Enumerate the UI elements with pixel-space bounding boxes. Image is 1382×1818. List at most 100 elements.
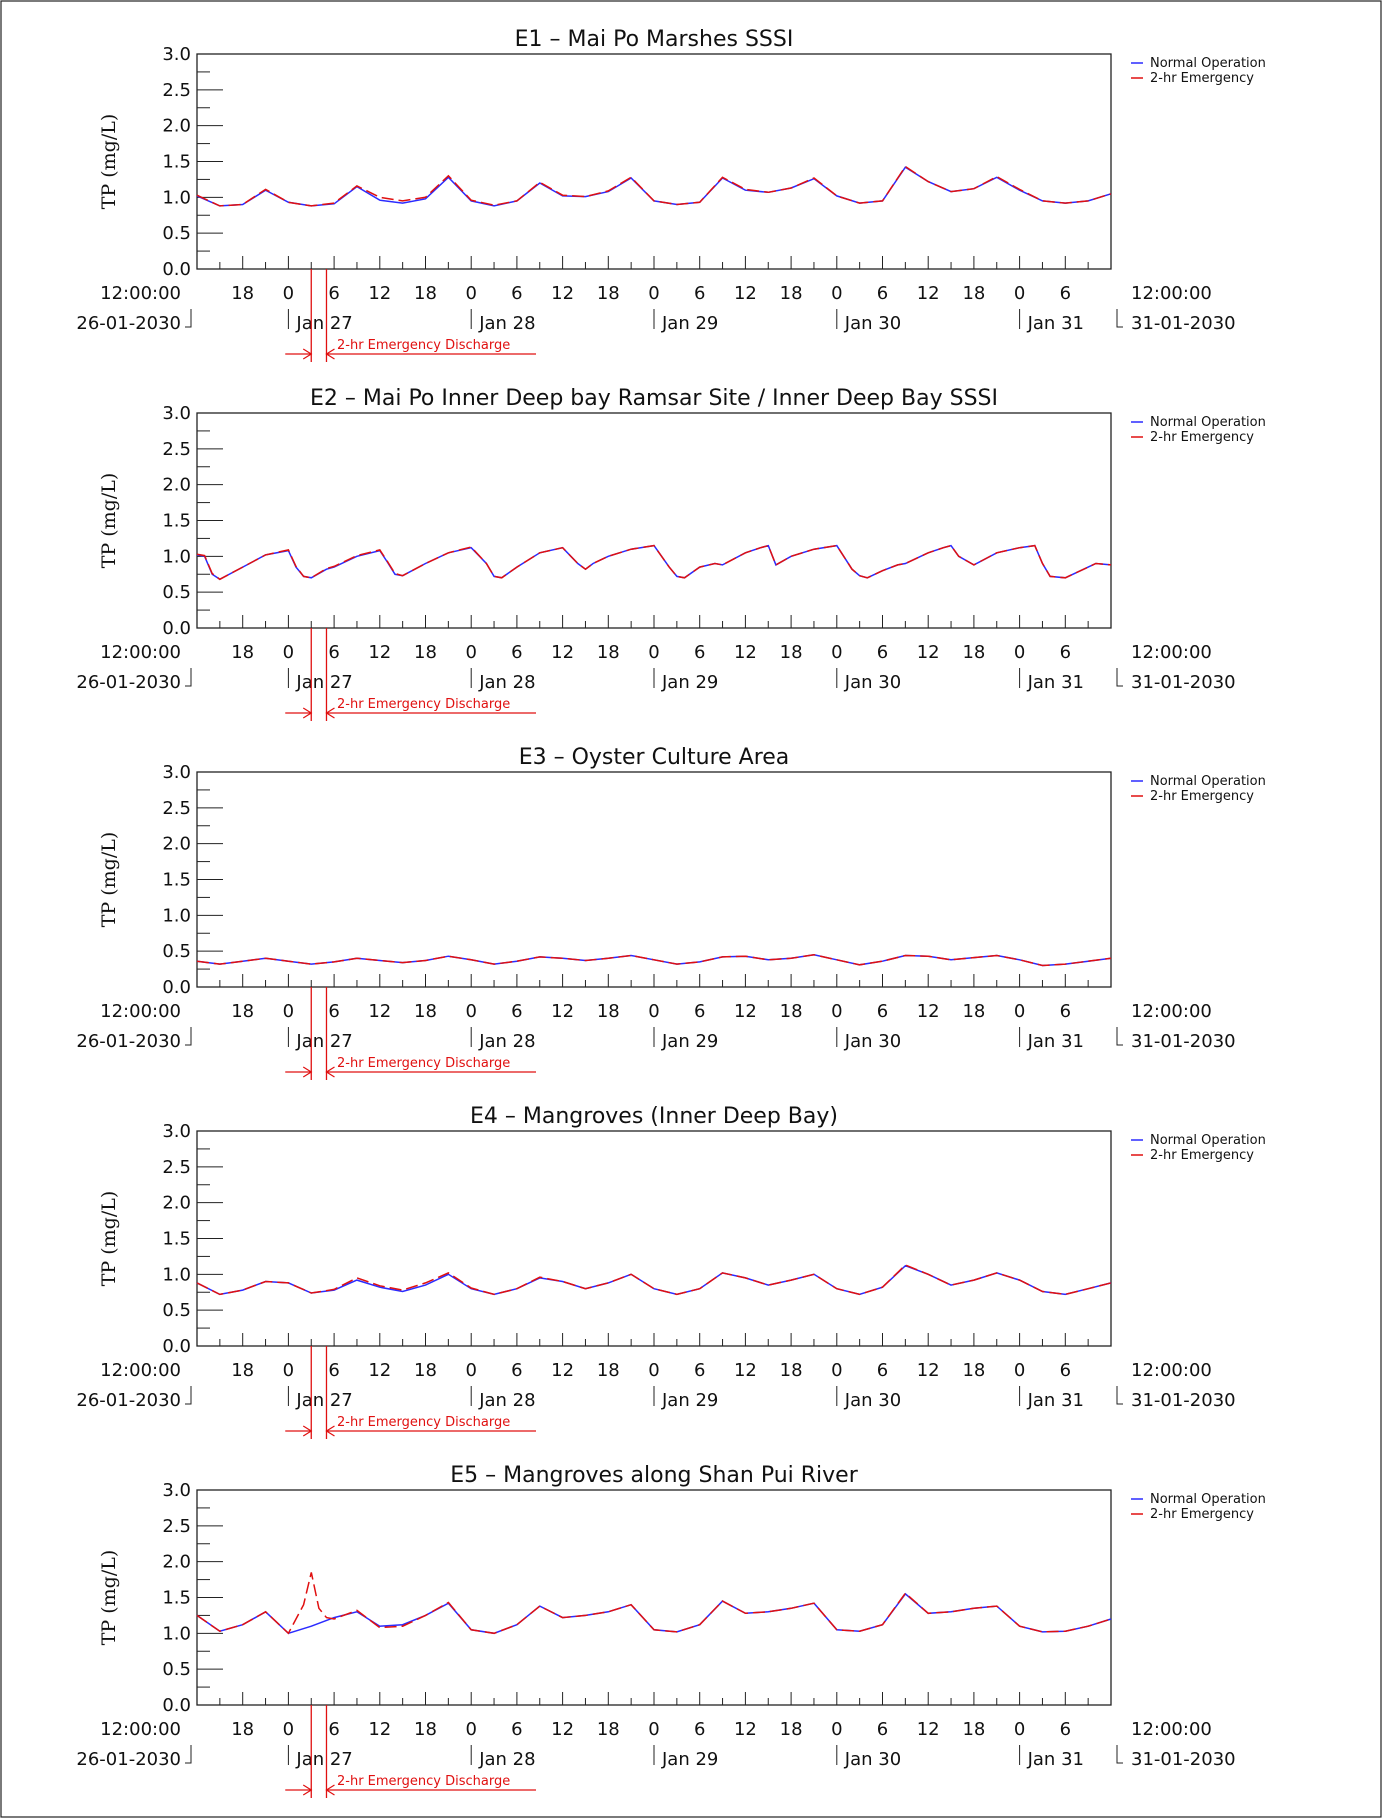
plot-area [196, 412, 1112, 629]
x-hour-label: 0 [648, 1001, 659, 1022]
emergency-arrowhead-right [325, 1784, 335, 1796]
x-hour-label: 6 [877, 1001, 888, 1022]
series-line-emergency [196, 544, 1112, 581]
x-hour-label: 0 [831, 642, 842, 663]
x-day-label: Jan 30 [844, 1749, 901, 1770]
y-tick-label: 2.0 [162, 834, 191, 855]
y-tick-label: 2.5 [162, 1516, 191, 1537]
x-hour-label: 6 [1060, 283, 1071, 304]
x-start-bracket [185, 1027, 192, 1046]
y-tick-label: 1.5 [162, 152, 191, 173]
x-end-time: 12:00:00 [1131, 1001, 1212, 1022]
y-tick-label: 0.0 [162, 618, 191, 639]
x-hour-label: 12 [551, 1360, 574, 1381]
x-hour-label: 0 [831, 1719, 842, 1740]
x-day-label: Jan 30 [844, 1031, 901, 1052]
y-axis-label: TP (mg/L) [98, 473, 120, 569]
y-axis-label: TP (mg/L) [98, 1550, 120, 1646]
x-hour-label: 6 [694, 283, 705, 304]
x-end-date: 31-01-2030 [1131, 1749, 1236, 1770]
x-hour-label: 18 [231, 1719, 254, 1740]
x-hour-label: 12 [368, 642, 391, 663]
x-day-label: Jan 28 [478, 313, 535, 334]
x-day-label: Jan 31 [1027, 313, 1084, 334]
x-start-bracket [185, 1745, 192, 1764]
legend-label: Normal Operation [1150, 1133, 1266, 1148]
x-start-time: 12:00:00 [100, 642, 181, 663]
y-tick-label: 3.0 [162, 44, 191, 65]
x-hour-label: 6 [1060, 1719, 1071, 1740]
x-hour-label: 6 [694, 1719, 705, 1740]
x-hour-label: 0 [465, 283, 476, 304]
legend-label: 2-hr Emergency [1150, 1507, 1254, 1522]
y-tick-label: 0.0 [162, 1336, 191, 1357]
x-hour-label: 0 [1014, 1001, 1025, 1022]
plot-area [196, 1130, 1112, 1347]
x-end-date: 31-01-2030 [1131, 1390, 1236, 1411]
x-hour-label: 6 [877, 1360, 888, 1381]
x-hour-label: 12 [368, 1360, 391, 1381]
y-tick-label: 0.5 [162, 223, 191, 244]
y-tick-label: 2.0 [162, 475, 191, 496]
x-end-time: 12:00:00 [1131, 642, 1212, 663]
y-tick-label: 2.5 [162, 439, 191, 460]
y-tick-label: 2.0 [162, 1193, 191, 1214]
x-day-label: Jan 27 [295, 1390, 352, 1411]
x-hour-label: 0 [648, 642, 659, 663]
x-hour-label: 0 [283, 1719, 294, 1740]
x-start-date: 26-01-2030 [76, 313, 181, 334]
x-hour-label: 0 [465, 1719, 476, 1740]
legend-label: Normal Operation [1150, 1492, 1266, 1507]
x-hour-label: 6 [1060, 1360, 1071, 1381]
y-tick-label: 1.5 [162, 511, 191, 532]
x-day-label: Jan 29 [661, 1031, 718, 1052]
x-day-label: Jan 29 [661, 1390, 718, 1411]
legend-label: Normal Operation [1150, 56, 1266, 71]
emergency-annotation: 2-hr Emergency Discharge [337, 697, 510, 712]
y-tick-label: 1.0 [162, 187, 191, 208]
series-line-emergency [196, 1264, 1112, 1296]
x-hour-label: 0 [648, 1360, 659, 1381]
x-end-bracket [1116, 1027, 1123, 1046]
legend-label: 2-hr Emergency [1150, 789, 1254, 804]
x-day-label: Jan 28 [478, 1390, 535, 1411]
legend-label: Normal Operation [1150, 774, 1266, 789]
x-end-bracket [1116, 1386, 1123, 1405]
x-hour-label: 0 [465, 642, 476, 663]
chart-title: E1 – Mai Po Marshes SSSI [515, 27, 794, 52]
emergency-arrowhead-left [302, 707, 313, 719]
x-start-time: 12:00:00 [100, 1719, 181, 1740]
emergency-arrowhead-left [302, 348, 313, 360]
plot-area [196, 771, 1112, 988]
y-tick-label: 2.5 [162, 1157, 191, 1178]
x-hour-label: 18 [414, 1360, 437, 1381]
x-hour-label: 6 [694, 1001, 705, 1022]
x-start-time: 12:00:00 [100, 1360, 181, 1381]
x-hour-label: 12 [551, 283, 574, 304]
x-hour-label: 18 [597, 1719, 620, 1740]
series-line-normal [196, 544, 1112, 581]
x-hour-label: 12 [368, 1719, 391, 1740]
x-hour-label: 18 [962, 1360, 985, 1381]
y-tick-label: 2.5 [162, 798, 191, 819]
x-start-date: 26-01-2030 [76, 672, 181, 693]
x-hour-label: 6 [694, 642, 705, 663]
y-tick-label: 0.5 [162, 941, 191, 962]
y-axis-label: TP (mg/L) [98, 114, 120, 210]
x-hour-label: 6 [511, 1719, 522, 1740]
x-hour-label: 6 [511, 642, 522, 663]
x-hour-label: 18 [780, 642, 803, 663]
x-day-label: Jan 27 [295, 1749, 352, 1770]
emergency-arrowhead-right [325, 1066, 335, 1078]
x-hour-label: 0 [831, 1001, 842, 1022]
plot-area [196, 1489, 1112, 1706]
y-tick-label: 3.0 [162, 762, 191, 783]
y-tick-label: 1.5 [162, 870, 191, 891]
x-hour-label: 18 [597, 1360, 620, 1381]
y-tick-label: 0.5 [162, 582, 191, 603]
x-hour-label: 18 [231, 1001, 254, 1022]
x-hour-label: 18 [231, 642, 254, 663]
x-start-bracket [185, 668, 192, 687]
y-tick-label: 2.0 [162, 1552, 191, 1573]
